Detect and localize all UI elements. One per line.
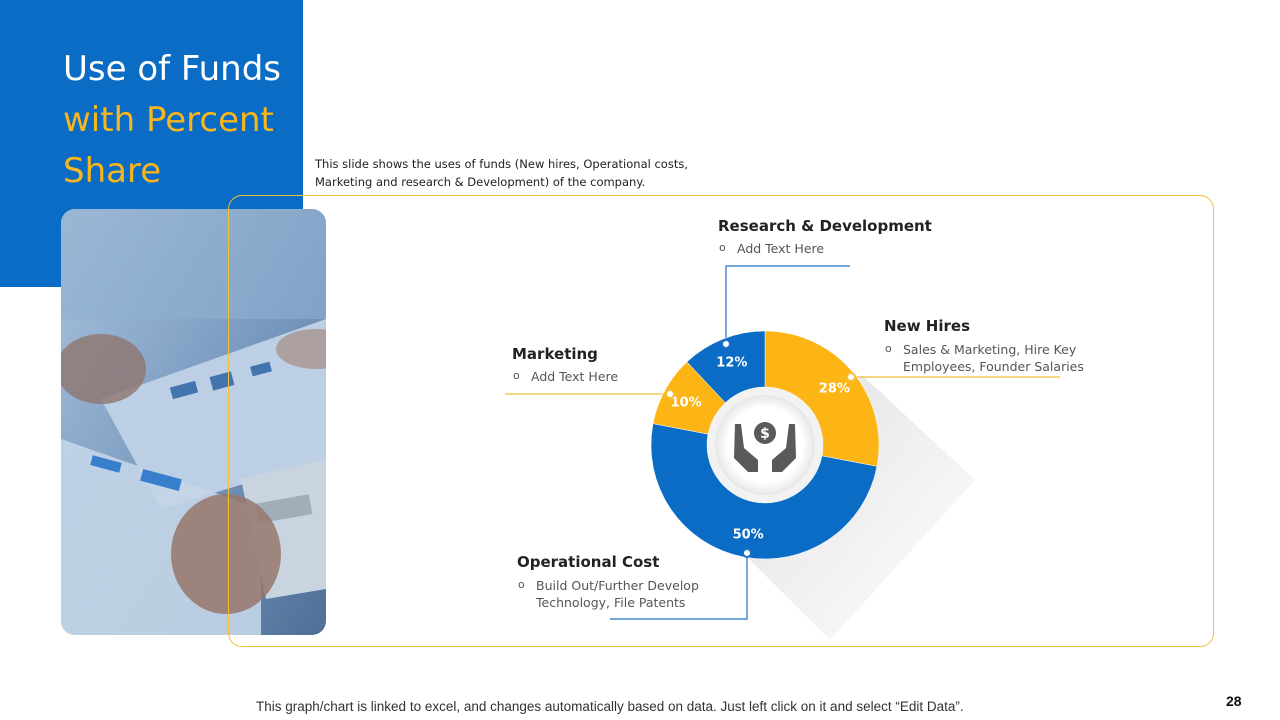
title-line-1: Use of Funds [63, 49, 281, 89]
callout-operational-line-1: Build Out/Further Develop [536, 578, 699, 593]
callout-new-hires-text: Sales & Marketing, Hire Key Employees, F… [903, 341, 1084, 375]
hands-holding-dollar-icon: $ [734, 422, 796, 472]
slice-label-operational-cost: 50% [733, 527, 764, 542]
business-photo-illustration [61, 209, 326, 635]
slice-label-marketing: 10% [671, 396, 702, 411]
slice-label-research-development: 12% [716, 355, 747, 370]
dot-research [721, 339, 731, 349]
connector-dots [665, 339, 856, 558]
donut-center-inner [715, 395, 815, 495]
callout-marketing-text: Add Text Here [531, 369, 619, 384]
chart-frame [228, 195, 1214, 647]
slide-title: Use of Funds with Percent Share [63, 44, 298, 197]
callout-new-hires-title: New Hires [884, 317, 971, 335]
title-line-3: Share [63, 151, 162, 191]
dot-new-hires [846, 372, 856, 382]
callout-new-hires-line-1: Sales & Marketing, Hire Key [903, 342, 1077, 357]
callout-operational-title: Operational Cost [517, 553, 660, 571]
callout-research-title: Research & Development [718, 217, 932, 235]
dot-marketing [665, 389, 675, 399]
business-photo [61, 209, 326, 635]
chart-shadow [748, 375, 975, 640]
connector-operational [610, 553, 748, 620]
callout-research-bullet: o [719, 241, 726, 254]
callout-new-hires-line-2: Employees, Founder Salaries [903, 359, 1084, 374]
donut-slices [650, 330, 880, 560]
callout-operational-line-2: Technology, File Patents [536, 595, 686, 610]
svg-text:$: $ [760, 426, 770, 442]
callout-connectors [505, 265, 1060, 620]
callout-operational-text: Build Out/Further Develop Technology, Fi… [536, 577, 699, 611]
connector-research [725, 265, 850, 344]
footer-note: This graph/chart is linked to excel, and… [256, 699, 964, 714]
callout-operational-bullet: o [518, 578, 525, 591]
callout-new-hires-bullet: o [885, 342, 892, 355]
slice-labels: 28% 50% 10% 12% [671, 355, 850, 542]
slice-label-new-hires: 28% [819, 382, 850, 397]
description-line-2: Marketing and research & Development) of… [315, 175, 646, 189]
callout-marketing-title: Marketing [512, 345, 598, 363]
title-line-2: with Percent [63, 100, 274, 140]
callout-marketing-bullet: o [513, 369, 520, 382]
callout-research-text: Add Text Here [737, 241, 825, 256]
slide-description: This slide shows the uses of funds (New … [315, 155, 705, 191]
page-number: 28 [1226, 693, 1242, 709]
description-line-1: This slide shows the uses of funds (New … [315, 157, 688, 171]
dot-operational [742, 548, 752, 558]
